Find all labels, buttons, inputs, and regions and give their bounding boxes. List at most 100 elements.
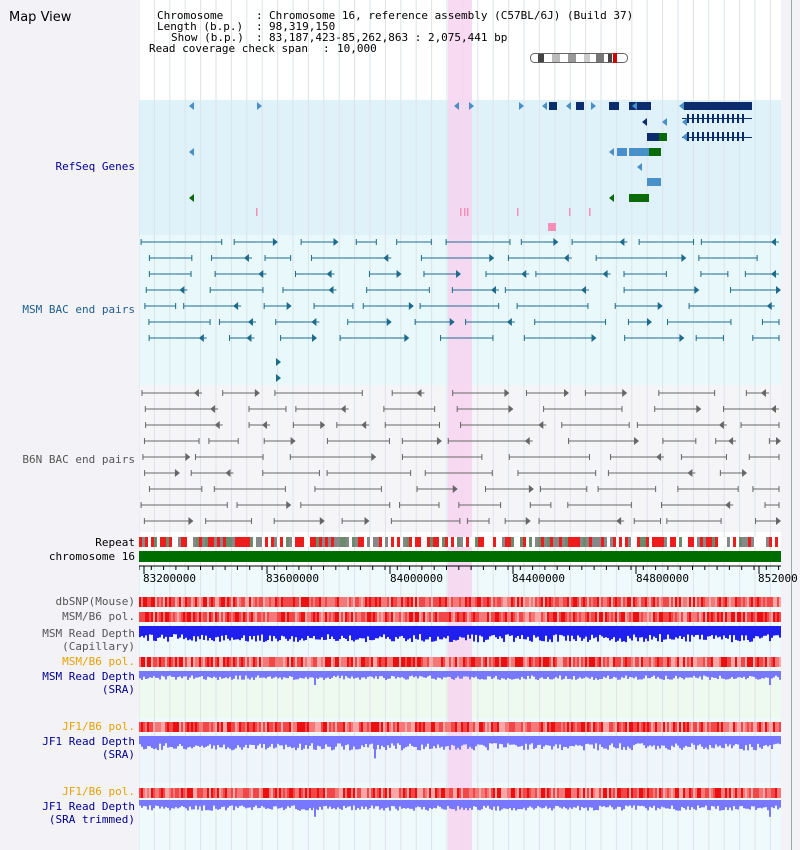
jf1-pol-trim-cell xyxy=(139,788,141,798)
jf1-depth-bar xyxy=(585,736,587,745)
chromosome-ideogram[interactable] xyxy=(530,53,628,63)
msm-depth-sra-bar xyxy=(325,671,327,679)
msm-depth-capillary-bar xyxy=(467,626,469,635)
jf1-depth-trim-bar xyxy=(225,800,227,811)
msm-depth-sra-bar xyxy=(321,671,323,678)
repeat-block xyxy=(553,537,556,547)
dbsnp-cell xyxy=(627,597,629,607)
jf1-depth-trim-bar xyxy=(449,800,451,809)
msm-depth-sra-bar xyxy=(425,671,427,678)
dbsnp-cell xyxy=(759,597,761,607)
track-label-msm-depth-capillary-sub: (Capillary) xyxy=(62,640,135,653)
msm-depth-capillary-bar xyxy=(725,626,727,639)
msm-pol-cell xyxy=(619,612,621,622)
jf1-depth-trim-bar xyxy=(425,800,427,810)
repeat-block xyxy=(409,537,412,547)
jf1-pol-trim-cell xyxy=(287,788,289,798)
msm-depth-sra-bar xyxy=(185,671,187,677)
msm-depth-sra-bar xyxy=(299,671,301,678)
msm-pol-sra-cell xyxy=(183,657,185,667)
scroll-strip[interactable] xyxy=(781,0,800,850)
jf1-depth-bar xyxy=(409,736,411,744)
repeat-block xyxy=(694,537,697,547)
jf1-pol-cell xyxy=(451,722,453,732)
repeat-block xyxy=(220,537,223,547)
jf1-pol-cell xyxy=(199,722,201,732)
msm-depth-capillary-bar xyxy=(391,626,393,642)
dbsnp-cell xyxy=(483,597,485,607)
header-length-val: 98,319,150 xyxy=(269,20,336,33)
msm-depth-capillary-bar xyxy=(283,626,285,637)
jf1-pol-trim-cell xyxy=(643,788,645,798)
jf1-pol-trim-cell xyxy=(671,788,673,798)
jf1-pol-trim-cell xyxy=(439,788,441,798)
jf1-pol-trim-cell xyxy=(269,788,271,798)
msm-pol-cell xyxy=(323,612,325,622)
msm-depth-capillary-bar xyxy=(495,626,497,638)
jf1-pol-trim-cell xyxy=(151,788,153,798)
b6n-bac-pair-end xyxy=(361,421,367,429)
jf1-depth-bar xyxy=(475,736,477,747)
repeat-block xyxy=(493,537,496,547)
msm-pol-cell xyxy=(497,612,499,622)
jf1-pol-trim-cell xyxy=(401,788,403,798)
msm-pol-cell xyxy=(633,612,635,622)
jf1-pol-trim-cell xyxy=(273,788,275,798)
jf1-pol-trim-cell xyxy=(375,788,377,798)
gene-exon xyxy=(687,132,689,141)
msm-depth-sra-bar xyxy=(155,671,157,678)
dbsnp-cell xyxy=(319,597,321,607)
msm-depth-capillary-bar xyxy=(159,626,161,638)
dbsnp-cell xyxy=(521,597,523,607)
msm-pol-cell xyxy=(187,612,189,622)
repeat-block xyxy=(184,537,187,547)
jf1-depth-bar xyxy=(155,736,157,749)
repeat-block xyxy=(154,537,157,547)
dbsnp-cell xyxy=(633,597,635,607)
track-label-b6n-bac[interactable]: B6N BAC end pairs xyxy=(22,453,135,466)
jf1-pol-cell xyxy=(383,722,385,732)
track-label-refseq[interactable]: RefSeq Genes xyxy=(55,160,135,173)
msm-pol-cell xyxy=(779,612,781,622)
jf1-pol-cell xyxy=(179,722,181,732)
jf1-depth-bar xyxy=(175,736,177,749)
dbsnp-cell xyxy=(651,597,653,607)
jf1-depth-trim-bar xyxy=(305,800,307,811)
jf1-pol-trim-cell xyxy=(703,788,705,798)
msm-pol-sra-cell xyxy=(337,657,339,667)
dbsnp-cell xyxy=(761,597,763,607)
track-label-msm-bac[interactable]: MSM BAC end pairs xyxy=(22,303,135,316)
msm-pol-sra-cell xyxy=(685,657,687,667)
jf1-depth-bar xyxy=(161,736,163,750)
dbsnp-cell xyxy=(289,597,291,607)
repeat-block xyxy=(721,537,724,547)
msm-pol-sra-cell xyxy=(209,657,211,667)
jf1-pol-trim-cell xyxy=(731,788,733,798)
dbsnp-cell xyxy=(277,597,279,607)
msm-depth-sra-bar xyxy=(565,671,567,677)
msm-depth-capillary-bar xyxy=(323,626,325,641)
msm-pol-sra-cell xyxy=(511,657,513,667)
msm-depth-capillary-bar xyxy=(147,626,149,641)
jf1-pol-cell xyxy=(631,722,633,732)
jf1-pol-cell xyxy=(567,722,569,732)
jf1-pol-cell xyxy=(307,722,309,732)
repeat-block xyxy=(709,537,712,547)
genome-viewer[interactable] xyxy=(139,0,781,850)
msm-pol-sra-cell xyxy=(261,657,263,667)
jf1-pol-cell xyxy=(469,722,471,732)
gene-arrow xyxy=(642,118,647,126)
jf1-pol-trim-cell xyxy=(259,788,261,798)
msm-pol-cell xyxy=(171,612,173,622)
dbsnp-cell xyxy=(475,597,477,607)
msm-pol-sra-cell xyxy=(191,657,193,667)
msm-depth-capillary-bar xyxy=(325,626,327,640)
jf1-depth-trim-bar xyxy=(757,800,759,809)
msm-depth-sra-bar xyxy=(583,671,585,679)
msm-pol-cell xyxy=(543,612,545,622)
jf1-depth-trim-bar xyxy=(205,800,207,811)
msm-depth-capillary-bar xyxy=(413,626,415,636)
jf1-depth-bar xyxy=(229,736,231,749)
msm-depth-sra-bar xyxy=(681,671,683,679)
repeat-block xyxy=(445,537,448,547)
